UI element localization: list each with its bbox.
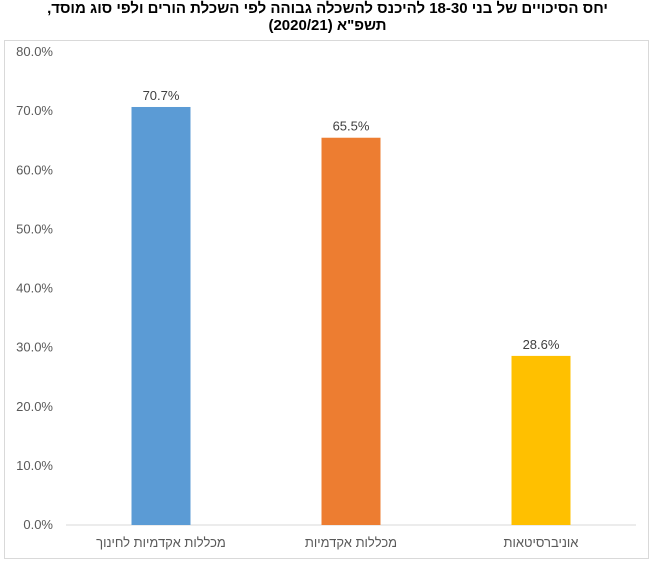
bars — [131, 106, 571, 525]
bar — [131, 106, 191, 525]
chart-title-line-1: יחס הסיכויים של בני 18-30 להיכנס להשכלה … — [47, 0, 608, 17]
y-tick-label: 80.0% — [16, 44, 53, 59]
x-axis: מכללות אקדמיות לחינוך מכללות אקדמיות אוניב… — [96, 535, 578, 550]
y-tick-label: 20.0% — [16, 399, 53, 414]
bar — [511, 355, 571, 525]
category-label: מכללות אקדמיות לחינוך — [96, 535, 226, 550]
y-tick-label: 50.0% — [16, 221, 53, 236]
data-labels: 70.7% 65.5% 28.6% — [143, 88, 560, 352]
chart-title: יחס הסיכויים של בני 18-30 להיכנס להשכלה … — [0, 0, 655, 34]
category-label: מכללות אקדמיות — [305, 535, 397, 550]
data-label: 70.7% — [143, 88, 180, 103]
data-label: 28.6% — [523, 337, 560, 352]
bar — [321, 137, 381, 525]
chart-frame — [4, 40, 649, 559]
y-tick-label: 30.0% — [16, 340, 53, 355]
data-label: 65.5% — [333, 119, 370, 134]
category-label: אוניברסיטאות — [504, 535, 579, 550]
y-tick-label: 40.0% — [16, 281, 53, 296]
y-tick-label: 10.0% — [16, 458, 53, 473]
chart-title-line-2: תשפ"א (2020/21) — [268, 17, 387, 34]
y-axis: 0.0% 10.0% 20.0% 30.0% 40.0% 50.0% 60.0% 70.0% 8… — [16, 44, 53, 532]
y-tick-label: 60.0% — [16, 162, 53, 177]
y-tick-label: 70.0% — [16, 103, 53, 118]
y-tick-label: 0.0% — [23, 517, 53, 532]
